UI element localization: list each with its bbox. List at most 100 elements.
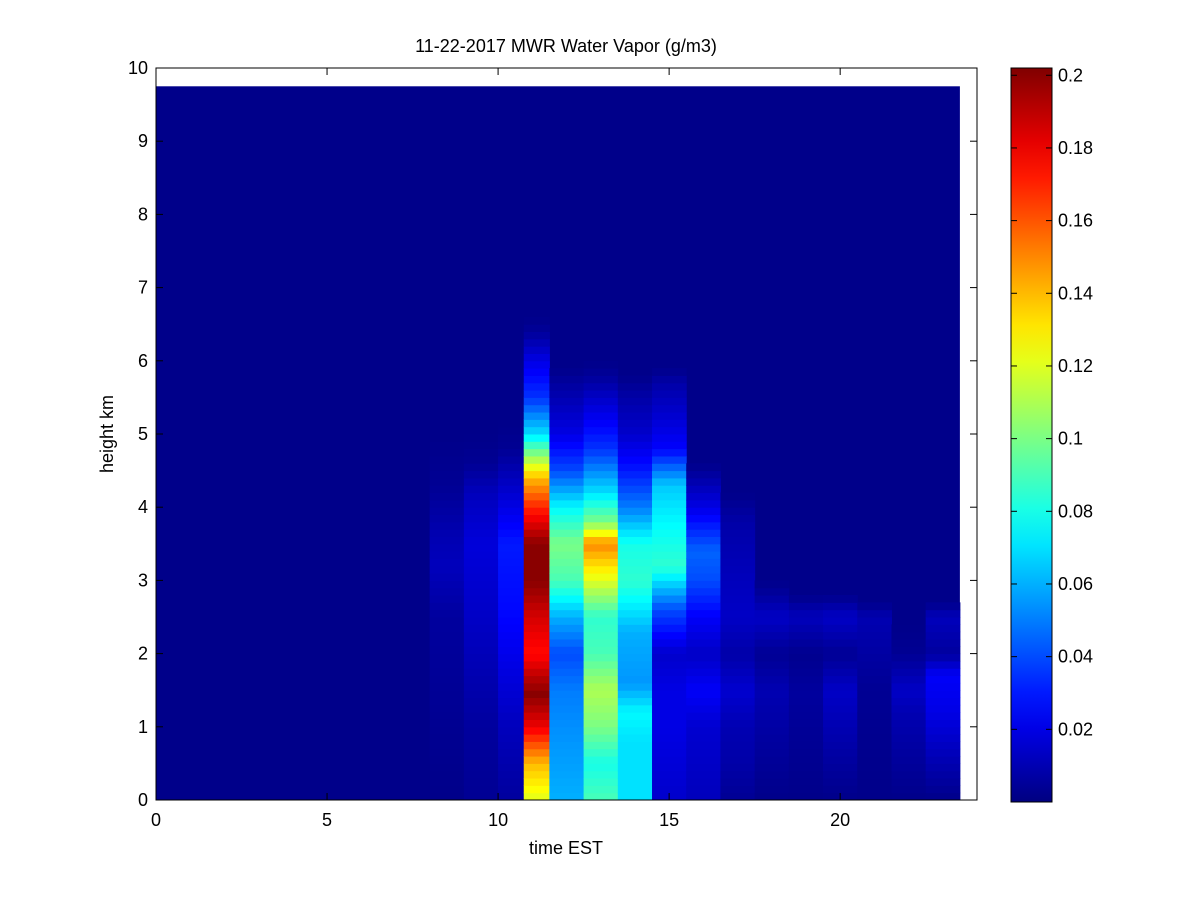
heatmap-cell	[720, 785, 756, 794]
heatmap-cell	[583, 624, 619, 633]
heatmap-cell	[498, 529, 525, 537]
heatmap-cell	[583, 770, 619, 779]
heatmap-cell	[523, 558, 550, 567]
heatmap-cell	[498, 624, 525, 633]
heatmap-cell	[549, 587, 585, 596]
heatmap-cell	[788, 602, 824, 611]
heatmap-cell	[857, 763, 892, 772]
heatmap-cell	[652, 499, 687, 508]
y-tick-label: 1	[138, 717, 148, 737]
heatmap-cell	[498, 668, 525, 677]
heatmap-cell	[429, 463, 465, 472]
heatmap-cell	[652, 514, 687, 523]
heatmap-cell	[652, 682, 687, 691]
heatmap-cell	[857, 631, 892, 640]
heatmap-cell	[549, 368, 585, 376]
heatmap-cell	[617, 675, 653, 684]
heatmap-cell	[652, 734, 687, 742]
heatmap-cell	[857, 785, 892, 794]
heatmap-cell	[498, 770, 525, 779]
heatmap-cell	[925, 726, 961, 735]
heatmap-cell	[788, 668, 824, 677]
heatmap-cell	[583, 485, 619, 494]
heatmap-cell	[686, 565, 721, 574]
heatmap-cell	[523, 726, 550, 735]
heatmap-cell	[583, 448, 619, 457]
heatmap-cell	[523, 316, 550, 325]
heatmap-cell	[549, 624, 585, 633]
heatmap-cell	[823, 712, 858, 720]
plot-axes: 0 5 10 15 20 0 1 2 3 4 5 6 7 8 9 10	[128, 58, 978, 830]
heatmap-cell	[686, 792, 721, 801]
heatmap-cell	[823, 756, 858, 764]
heatmap-cell	[583, 660, 619, 669]
heatmap-cell	[549, 412, 585, 420]
heatmap-cell	[549, 507, 585, 516]
heatmap-cell	[583, 756, 619, 764]
heatmap-cell	[788, 638, 824, 647]
heatmap-cell	[857, 748, 892, 757]
heatmap-cell	[891, 726, 927, 735]
heatmap-cell	[754, 778, 790, 786]
chart-title: 11-22-2017 MWR Water Vapor (g/m3)	[415, 36, 717, 56]
heatmap-cell	[788, 756, 824, 764]
heatmap-cell	[617, 719, 653, 728]
heatmap-cell	[925, 697, 961, 706]
colorbar-tick-label: 0.06	[1058, 574, 1093, 594]
heatmap-cell	[498, 470, 525, 479]
heatmap-cell	[429, 499, 465, 508]
heatmap-cell	[754, 660, 790, 669]
heatmap-cell	[429, 573, 465, 581]
heatmap-cell	[498, 609, 525, 618]
heatmap-cell	[925, 682, 961, 691]
heatmap-cell	[617, 580, 653, 589]
heatmap-cell	[652, 595, 687, 603]
heatmap-cell	[523, 631, 550, 640]
heatmap-cell	[583, 404, 619, 413]
y-tick-label: 5	[138, 424, 148, 444]
heatmap-cell	[498, 441, 525, 450]
heatmap-cell	[754, 726, 790, 735]
heatmap-cell	[523, 492, 550, 501]
heatmap-cell	[498, 741, 525, 750]
heatmap-column	[549, 368, 585, 801]
heatmap-cell	[652, 690, 687, 699]
heatmap-cell	[617, 470, 653, 479]
heatmap-cell	[617, 382, 653, 391]
heatmap-cell	[583, 668, 619, 677]
heatmap-cell	[429, 682, 465, 691]
heatmap-cell	[463, 624, 499, 633]
heatmap-cell	[857, 675, 892, 684]
heatmap-cell	[617, 617, 653, 625]
heatmap-cell	[498, 492, 525, 501]
heatmap-cell	[583, 690, 619, 699]
heatmap-cell	[686, 514, 721, 523]
heatmap-cell	[823, 609, 858, 618]
heatmap-cell	[523, 455, 550, 464]
heatmap-cell	[498, 631, 525, 640]
heatmap-cell	[429, 785, 465, 794]
y-axis-label: height km	[97, 395, 117, 473]
heatmap-cell	[754, 682, 790, 691]
heatmap-cell	[549, 756, 585, 764]
heatmap-cell	[686, 617, 721, 625]
heatmap-cell	[463, 470, 499, 479]
heatmap-cell	[891, 682, 927, 691]
heatmap-column	[498, 419, 525, 801]
heatmap-cell	[523, 514, 550, 523]
heatmap-cell	[498, 419, 525, 428]
heatmap-cell	[523, 704, 550, 713]
colorbar-tick-label: 0.02	[1058, 719, 1093, 739]
heatmap-cell	[652, 778, 687, 786]
heatmap-cell	[463, 580, 499, 589]
heatmap-cell	[583, 580, 619, 589]
heatmap-column	[463, 434, 499, 801]
heatmap-cell	[463, 646, 499, 655]
heatmap-cell	[523, 412, 550, 420]
heatmap-cell	[463, 682, 499, 691]
heatmap-cell	[788, 734, 824, 742]
heatmap-cell	[498, 712, 525, 720]
heatmap-cell	[617, 748, 653, 757]
heatmap-cell	[583, 675, 619, 684]
